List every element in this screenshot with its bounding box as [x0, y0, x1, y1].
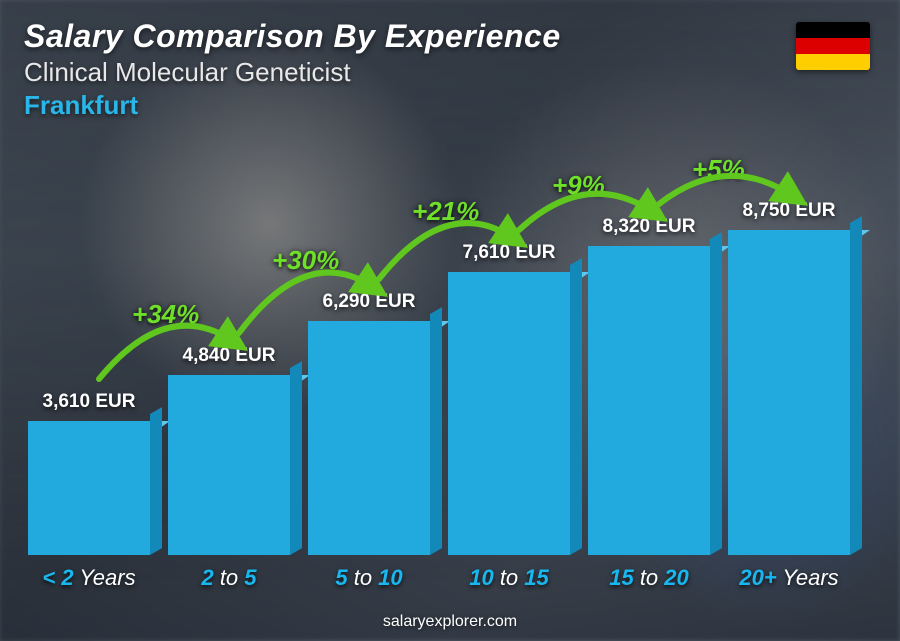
- bar-value-label: 8,320 EUR: [603, 216, 696, 238]
- flag-germany-icon: [796, 22, 870, 70]
- bar-value-label: 3,610 EUR: [43, 391, 136, 413]
- bar-value-label: 4,840 EUR: [183, 345, 276, 367]
- bar: [728, 230, 850, 555]
- chart-subtitle: Clinical Molecular Geneticist: [24, 57, 876, 88]
- increase-pct-label: +34%: [132, 299, 199, 330]
- bar-value-label: 8,750 EUR: [743, 200, 836, 222]
- x-axis-label: 20+ Years: [728, 565, 850, 591]
- flag-stripe: [796, 54, 870, 70]
- bar-front-face: [168, 375, 290, 555]
- bar-value-label: 6,290 EUR: [323, 291, 416, 313]
- bar-side-face: [570, 258, 582, 555]
- bar-chart: 3,610 EUR 4,840 EUR 6,290 EUR 7,610 EUR 8,32…: [28, 170, 850, 591]
- increase-pct-label: +5%: [692, 154, 745, 185]
- x-axis-label: < 2 Years: [28, 565, 150, 591]
- bar-side-face: [430, 307, 442, 555]
- footer-attribution: salaryexplorer.com: [0, 613, 900, 631]
- bar-front-face: [308, 321, 430, 555]
- flag-stripe: [796, 22, 870, 38]
- bar-column: 3,610 EUR: [28, 391, 150, 555]
- bar-column: 7,610 EUR: [448, 242, 570, 555]
- bar: [448, 272, 570, 555]
- bar-value-label: 7,610 EUR: [463, 242, 556, 264]
- flag-stripe: [796, 38, 870, 54]
- bar-side-face: [290, 361, 302, 555]
- increase-pct-label: +21%: [412, 196, 479, 227]
- x-axis-labels: < 2 Years 2 to 5 5 to 10 10 to 15 15 to 20 20…: [28, 565, 850, 591]
- x-axis-label: 2 to 5: [168, 565, 290, 591]
- chart-city: Frankfurt: [24, 90, 876, 121]
- increase-pct-label: +30%: [272, 245, 339, 276]
- bar: [588, 246, 710, 555]
- x-axis-label: 15 to 20: [588, 565, 710, 591]
- bar-column: 4,840 EUR: [168, 345, 290, 555]
- bar-column: 8,750 EUR: [728, 200, 850, 555]
- header: Salary Comparison By Experience Clinical…: [24, 18, 876, 121]
- bar-front-face: [728, 230, 850, 555]
- bar: [168, 375, 290, 555]
- bar: [308, 321, 430, 555]
- bar-side-face: [850, 216, 862, 555]
- chart-title: Salary Comparison By Experience: [24, 18, 876, 55]
- bar: [28, 421, 150, 555]
- chart-stage: Salary Comparison By Experience Clinical…: [0, 0, 900, 641]
- bar-front-face: [448, 272, 570, 555]
- bar-column: 8,320 EUR: [588, 216, 710, 555]
- bar-side-face: [710, 232, 722, 555]
- x-axis-label: 10 to 15: [448, 565, 570, 591]
- bars-container: 3,610 EUR 4,840 EUR 6,290 EUR 7,610 EUR 8,32…: [28, 170, 850, 555]
- bar-side-face: [150, 407, 162, 555]
- bar-column: 6,290 EUR: [308, 291, 430, 555]
- bar-front-face: [588, 246, 710, 555]
- increase-pct-label: +9%: [552, 170, 605, 201]
- x-axis-label: 5 to 10: [308, 565, 430, 591]
- bar-front-face: [28, 421, 150, 555]
